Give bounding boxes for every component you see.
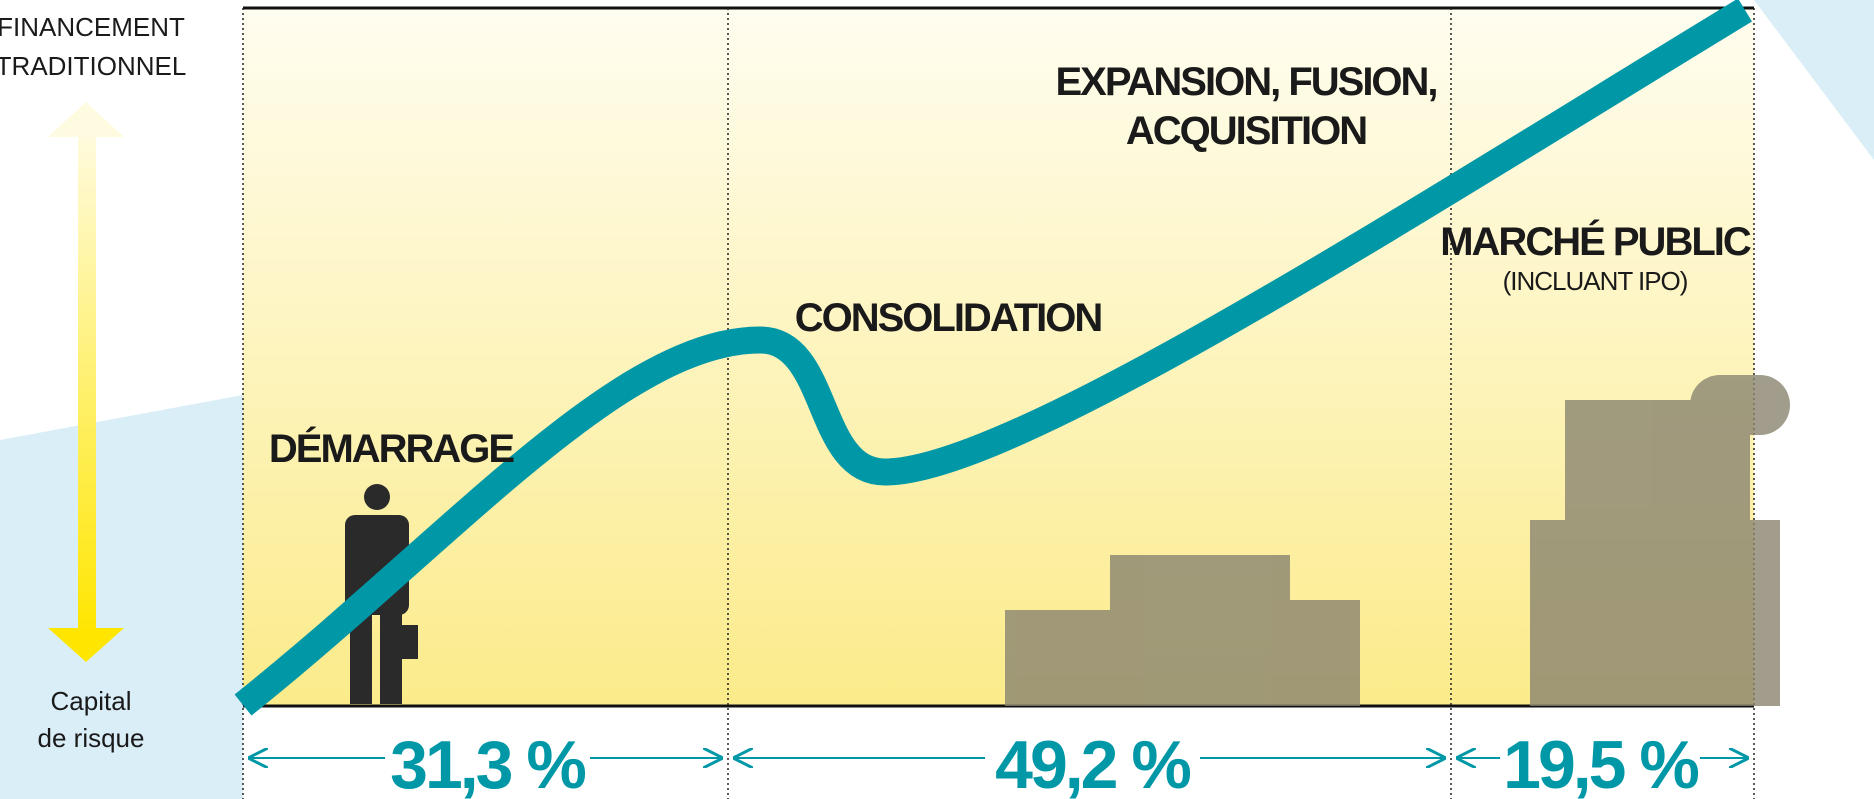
axis-top-label: FINANCEMENT xyxy=(0,12,185,42)
stage-label: CONSOLIDATION xyxy=(795,296,1102,340)
bg-shape xyxy=(1754,0,1874,160)
axis-arrowhead xyxy=(48,102,124,137)
diagram: FINANCEMENT TRADITIONNEL Capital de risq… xyxy=(0,0,1874,799)
stage-sublabel: (INCLUANT IPO) xyxy=(1503,266,1688,296)
share-value: 19,5 % xyxy=(1503,727,1698,799)
axis-bottom-label: Capital xyxy=(51,686,132,716)
stage-label: DÉMARRAGE xyxy=(269,426,515,471)
axis-arrow xyxy=(78,130,96,635)
axis-bottom-label: de risque xyxy=(38,723,145,753)
share-value: 49,2 % xyxy=(995,727,1190,799)
stage-label: MARCHÉ PUBLIC xyxy=(1440,219,1751,264)
stage-label: ACQUISITION xyxy=(1126,109,1366,153)
axis-top-label: TRADITIONNEL xyxy=(0,51,186,81)
chart-area xyxy=(243,8,1754,706)
stage-label: EXPANSION, FUSION, xyxy=(1055,60,1436,104)
share-value: 31,3 % xyxy=(390,727,585,799)
